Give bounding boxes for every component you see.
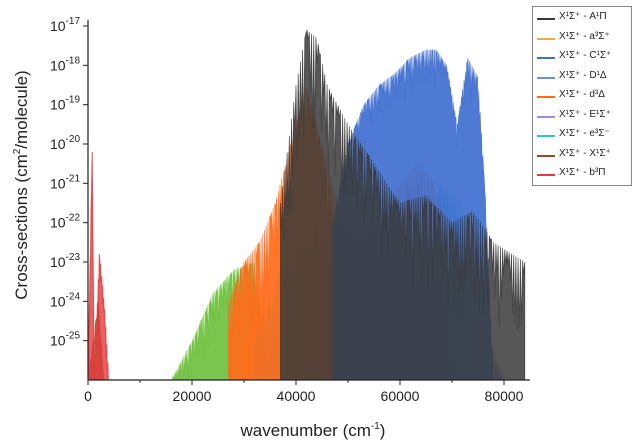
- legend-item: X¹Σ⁺ - E¹Σ⁺: [533, 107, 633, 125]
- legend-swatch: [537, 96, 555, 98]
- x-tick-label: 20000: [173, 388, 212, 404]
- y-axis-title: Cross-sections (cm2/molecule): [12, 70, 31, 299]
- legend-swatch: [537, 154, 555, 157]
- axes: 0 20000 40000 60000 80000 10-17 10-18 10-19 10-2…: [50, 16, 530, 404]
- legend-swatch: [537, 37, 555, 40]
- x-tick-label: 40000: [277, 388, 316, 404]
- legend-item: X¹Σ⁺ - d³Δ: [533, 87, 633, 105]
- y-tick-label: 10-19: [50, 95, 80, 113]
- legend-item: X¹Σ⁺ - D¹Δ: [533, 68, 633, 86]
- y-tick-label: 10-22: [50, 213, 80, 231]
- y-tick-label: 10-17: [50, 16, 80, 34]
- legend-label: X¹Σ⁺ - A¹Π: [559, 11, 607, 22]
- legend: X¹Σ⁺ - A¹Π X¹Σ⁺ - a³Σ⁺ X¹Σ⁺ - C¹Σ⁺ X¹Σ⁺ - D…: [532, 6, 632, 186]
- y-tick-label: 10-23: [50, 252, 80, 270]
- legend-item: X¹Σ⁺ - A¹Π: [533, 9, 633, 27]
- legend-swatch: [537, 57, 555, 59]
- legend-label: X¹Σ⁺ - X¹Σ⁺: [559, 147, 611, 159]
- legend-label: X¹Σ⁺ - e³Σ⁻: [559, 128, 610, 139]
- x-axis-title: wavenumber (cm-1): [240, 421, 386, 440]
- legend-label: X¹Σ⁺ - C¹Σ⁺: [559, 50, 612, 61]
- legend-label: X¹Σ⁺ - a³Σ⁺: [559, 30, 610, 42]
- x-tick-label: 60000: [381, 388, 420, 404]
- y-tick-label: 10-24: [50, 291, 80, 309]
- y-tick-label: 10-25: [50, 331, 80, 349]
- x-tick-label: 0: [84, 388, 92, 404]
- legend-item: X¹Σ⁺ - C¹Σ⁺: [533, 48, 633, 66]
- legend-label: X¹Σ⁺ - b³Π: [559, 167, 606, 178]
- legend-item: X¹Σ⁺ - X¹Σ⁺: [533, 146, 633, 164]
- legend-label: X¹Σ⁺ - d³Δ: [559, 89, 605, 100]
- y-tick-label: 10-18: [50, 55, 80, 73]
- legend-label: X¹Σ⁺ - E¹Σ⁺: [559, 108, 611, 120]
- legend-swatch: [537, 135, 555, 137]
- plot-area: [88, 29, 526, 380]
- x-tick-label: 80000: [485, 388, 524, 404]
- y-tick-label: 10-20: [50, 134, 80, 152]
- y-tick-label: 10-21: [50, 173, 80, 191]
- legend-swatch: [537, 174, 555, 176]
- legend-swatch: [537, 18, 555, 20]
- series-area-8: [88, 151, 109, 380]
- legend-swatch: [537, 115, 555, 118]
- series-area-0: [280, 29, 526, 380]
- legend-swatch: [537, 76, 555, 79]
- legend-item: X¹Σ⁺ - b³Π: [533, 165, 633, 183]
- legend-item: X¹Σ⁺ - e³Σ⁻: [533, 126, 633, 144]
- legend-label: X¹Σ⁺ - D¹Δ: [559, 69, 607, 81]
- legend-item: X¹Σ⁺ - a³Σ⁺: [533, 29, 633, 47]
